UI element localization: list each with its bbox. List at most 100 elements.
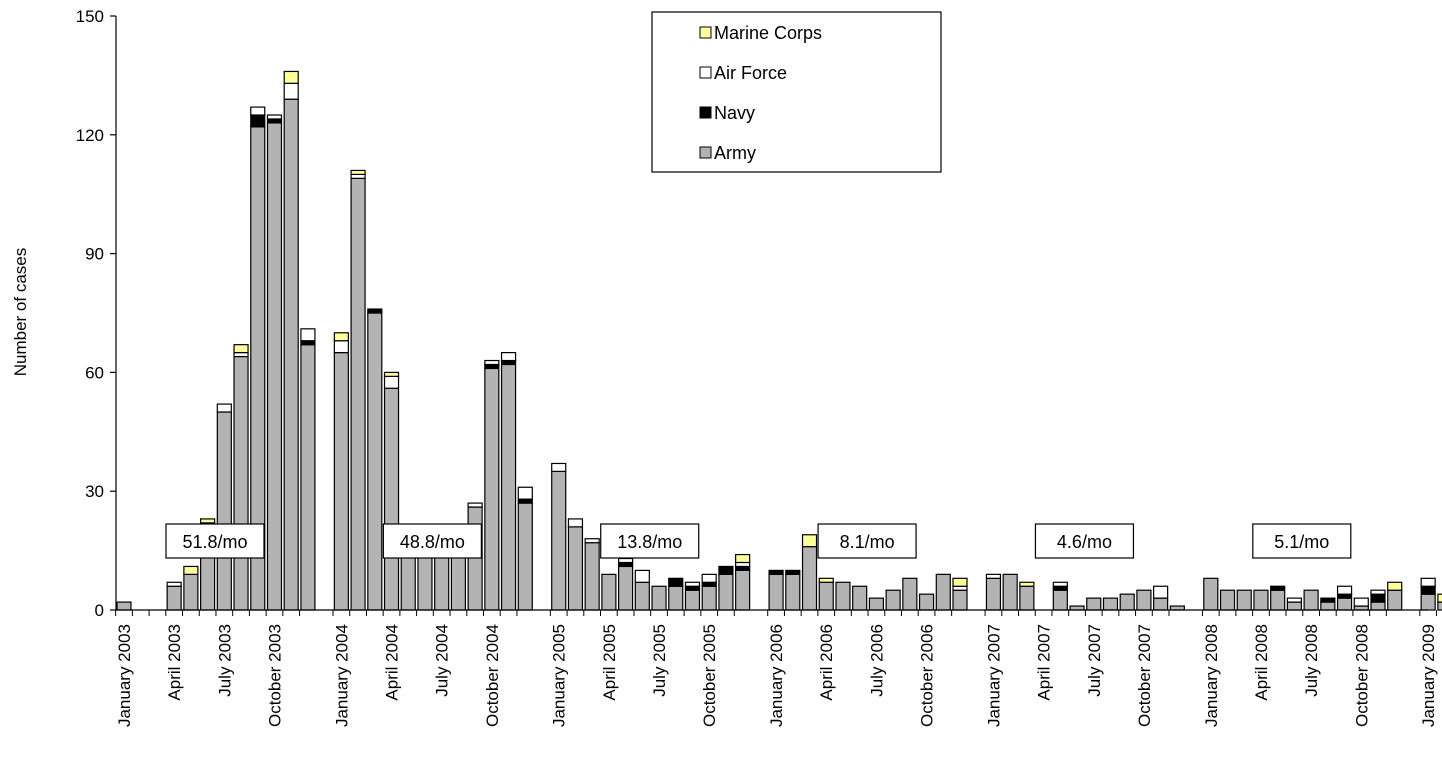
air-force-segment bbox=[1153, 585, 1169, 599]
bar-2006-02 bbox=[785, 569, 801, 611]
army-segment bbox=[1336, 597, 1353, 611]
bar-2008-04 bbox=[1253, 589, 1269, 611]
marine-corps-segment bbox=[233, 344, 249, 354]
legend-label: Marine Corps bbox=[714, 23, 822, 43]
rate-label: 13.8/mo bbox=[617, 532, 682, 552]
army-segment bbox=[1002, 573, 1018, 611]
army-segment bbox=[668, 585, 684, 611]
rate-label: 5.1/mo bbox=[1274, 532, 1329, 552]
bar-2008-03 bbox=[1236, 589, 1252, 611]
bar-2004-03 bbox=[367, 308, 383, 611]
x-tick-label: January 2003 bbox=[115, 624, 134, 727]
army-segment bbox=[952, 589, 968, 611]
bar-2005-09 bbox=[684, 581, 701, 611]
army-segment bbox=[1303, 589, 1319, 611]
legend-label: Navy bbox=[714, 103, 755, 123]
air-force-segment bbox=[701, 573, 717, 583]
rate-label: 48.8/mo bbox=[400, 532, 465, 552]
army-segment bbox=[617, 565, 634, 611]
bar-2007-11 bbox=[1153, 585, 1169, 611]
air-force-segment bbox=[333, 340, 349, 354]
navy-segment bbox=[1320, 597, 1336, 603]
legend-label: Air Force bbox=[714, 63, 787, 83]
army-segment bbox=[500, 363, 517, 611]
x-tick-label: April 2004 bbox=[383, 624, 402, 701]
bar-2005-06 bbox=[634, 569, 650, 611]
bar-2003-01 bbox=[116, 601, 132, 611]
bar-2005-05 bbox=[617, 557, 634, 611]
bar-2003-12 bbox=[300, 328, 316, 611]
x-tick-label: October 2008 bbox=[1352, 624, 1371, 727]
bar-2006-09 bbox=[902, 577, 918, 611]
air-force-segment bbox=[467, 502, 483, 508]
bar-2003-05 bbox=[183, 565, 199, 611]
army-segment bbox=[801, 546, 818, 611]
army-segment bbox=[300, 344, 316, 611]
marine-corps-segment bbox=[801, 534, 818, 548]
legend-swatch bbox=[699, 26, 712, 39]
army-segment bbox=[651, 585, 667, 611]
army-segment bbox=[785, 573, 801, 611]
marine-corps-segment bbox=[283, 70, 299, 84]
army-segment bbox=[1086, 597, 1102, 611]
rate-box bbox=[600, 523, 700, 559]
air-force-segment bbox=[567, 518, 584, 528]
air-force-segment bbox=[1286, 597, 1303, 603]
bar-2007-08 bbox=[1102, 597, 1119, 611]
marine-corps-segment bbox=[735, 553, 751, 564]
army-segment bbox=[216, 411, 232, 611]
x-tick-label: July 2006 bbox=[867, 624, 886, 697]
bar-2005-02 bbox=[567, 518, 584, 611]
army-segment bbox=[1102, 597, 1119, 611]
bar-2004-04 bbox=[383, 371, 400, 611]
bar-2007-03 bbox=[1019, 581, 1035, 611]
bar-2007-01 bbox=[985, 573, 1002, 611]
army-segment bbox=[183, 573, 199, 611]
army-segment bbox=[1370, 601, 1386, 611]
bar-2003-11 bbox=[283, 70, 299, 611]
bar-2006-06 bbox=[852, 585, 868, 611]
army-segment bbox=[1387, 589, 1403, 611]
army-segment bbox=[567, 526, 584, 611]
bar-2004-12 bbox=[517, 486, 533, 611]
y-tick-label: 90 bbox=[85, 245, 104, 264]
bar-2006-11 bbox=[935, 573, 951, 611]
army-segment bbox=[735, 569, 751, 611]
bar-2009-01 bbox=[1420, 577, 1436, 611]
bar-2006-07 bbox=[868, 597, 885, 611]
bar-2006-12 bbox=[952, 577, 968, 611]
rate-annotation: 51.8/mo bbox=[165, 523, 265, 559]
rate-annotation: 5.1/mo bbox=[1252, 523, 1352, 559]
air-force-segment bbox=[517, 486, 533, 500]
army-segment bbox=[935, 573, 951, 611]
air-force-segment bbox=[684, 581, 701, 587]
army-segment bbox=[1052, 589, 1068, 611]
army-segment bbox=[634, 581, 650, 611]
axes-layer: 0 30 60 90 120 150 January 2003 April 2003 July … bbox=[76, 7, 1439, 727]
army-segment bbox=[1320, 601, 1336, 611]
bar-2007-07 bbox=[1086, 597, 1102, 611]
y-tick-label: 120 bbox=[76, 126, 104, 145]
bar-2009-02 bbox=[1437, 593, 1442, 611]
air-force-segment bbox=[551, 462, 567, 473]
legend-label: Army bbox=[714, 143, 756, 163]
bar-2004-10 bbox=[484, 359, 500, 611]
legend-swatch bbox=[699, 146, 712, 159]
army-segment bbox=[333, 352, 349, 611]
marine-corps-segment bbox=[952, 577, 968, 587]
air-force-segment bbox=[1420, 577, 1436, 587]
army-segment bbox=[266, 122, 283, 611]
marine-corps-segment bbox=[1437, 593, 1442, 603]
bar-2006-05 bbox=[835, 581, 851, 611]
army-segment bbox=[1236, 589, 1252, 611]
bar-2006-01 bbox=[768, 569, 784, 611]
marine-corps-segment bbox=[383, 371, 400, 377]
marine-corps-segment bbox=[200, 518, 216, 524]
navy-segment bbox=[250, 114, 266, 128]
legend-box bbox=[651, 11, 942, 173]
bars-layer bbox=[116, 70, 1442, 611]
bar-2008-08 bbox=[1320, 597, 1336, 611]
x-tick-label: July 2003 bbox=[215, 624, 234, 697]
bar-2005-03 bbox=[584, 538, 600, 611]
